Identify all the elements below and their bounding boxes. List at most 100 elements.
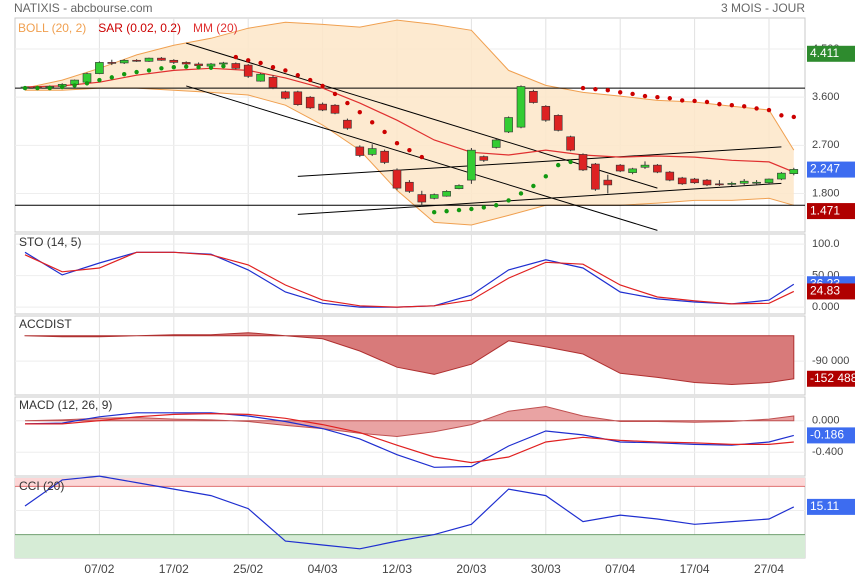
candle-body [119,59,129,64]
candle-body [628,168,637,173]
sar-dot [357,109,362,115]
x-tick-label: 30/03 [531,562,561,576]
candle-body [640,164,650,168]
candle-body [219,62,228,65]
candle-body [95,62,104,74]
candle-body [231,63,241,69]
sar-dot [270,65,276,70]
oversold-band [15,534,805,558]
value-tag-label: 15.11 [810,499,839,513]
sar-dot [506,198,511,203]
bollinger-fill [25,20,794,225]
candle-body [665,171,675,181]
sar-dot [642,93,648,99]
candle-body [615,164,625,172]
candle-body [256,73,265,82]
sar-dot [258,60,263,66]
candle-body [305,96,315,109]
candle-body [789,169,799,174]
sar-dot [655,94,660,100]
sar-dot [221,63,226,69]
candle-body [367,148,377,155]
y-tick-label: 100.0 [812,238,840,250]
x-tick-label: 04/03 [308,562,338,576]
sar-dot [605,88,610,93]
value-tag-label: 2.247 [810,162,840,176]
value-tag-label: -152 488 [810,371,855,385]
x-tick-label: 27/04 [754,562,784,576]
sar-dot [729,103,734,108]
candle-body [392,169,402,189]
candle-body [566,136,575,151]
sar-dot [283,68,288,73]
candle-body [318,103,327,111]
y-tick-label: 1.800 [812,187,840,199]
sar-dot [791,114,796,120]
sar-dot [754,106,759,111]
sar-dot [184,64,189,69]
page-title: NATIXIS - abcbourse.com [14,1,153,15]
sar-dot [109,75,115,80]
sar-dot [481,205,486,210]
value-tag [807,45,855,62]
indicator-line [24,475,795,550]
candle-body [107,62,117,64]
candle-body [764,178,774,184]
x-tick-label: 12/03 [382,562,412,576]
candle-body [529,90,538,103]
sar-dot [469,206,474,212]
sar-dot [531,183,536,189]
sar-dot [345,100,350,106]
candle-body [541,105,551,121]
candle-body [727,183,737,185]
candle-body [157,57,166,61]
sar-dot [692,98,697,104]
legend-entry: BOLL (20, 2) [18,21,86,35]
candle-body [132,59,141,62]
sar-dot [233,54,238,60]
macd-line [25,412,794,464]
panel-title: MACD (12, 26, 9) [19,398,112,412]
candle-body [777,172,786,180]
value-tag-label: -0.186 [810,428,844,442]
sar-dot [22,85,28,91]
sar-dot [97,77,102,83]
value-tag [807,370,855,387]
y-tick-label: -0.400 [812,446,843,458]
candle-body [752,181,761,184]
value-tag [807,203,855,220]
sar-dot [717,101,722,107]
panel-title: ACCDIST [19,317,72,331]
candle-body [479,156,489,161]
x-tick-label: 20/03 [456,562,486,576]
sar-dot [308,77,313,83]
candle-body [504,117,513,133]
sar-dot [394,140,400,146]
sar-dot [208,65,214,70]
sar-dot [171,65,176,70]
value-tag-label: 4.411 [810,46,839,60]
sar-dot [35,85,40,91]
sar-dot [766,107,772,113]
sar-dot [667,96,672,101]
x-tick-label: 07/02 [84,562,114,576]
candle-body [677,177,687,185]
value-tag-label: 1.471 [810,203,840,217]
sar-dot [618,90,623,95]
accdist-area [24,332,795,386]
sar-dot [518,191,524,196]
candle-body [442,191,451,197]
bollinger-upper [24,19,795,151]
sar-dot [320,83,325,89]
candle-body [603,179,613,186]
sar-dot [332,91,338,97]
candle-body [281,91,290,99]
candle-body [702,179,712,186]
candle-body [578,154,588,171]
value-tag-label: 24.83 [810,284,840,298]
x-tick-label: 17/04 [680,562,710,576]
value-tag [807,498,855,515]
y-tick-label: -90 000 [812,355,849,367]
overbought-band [15,478,805,487]
